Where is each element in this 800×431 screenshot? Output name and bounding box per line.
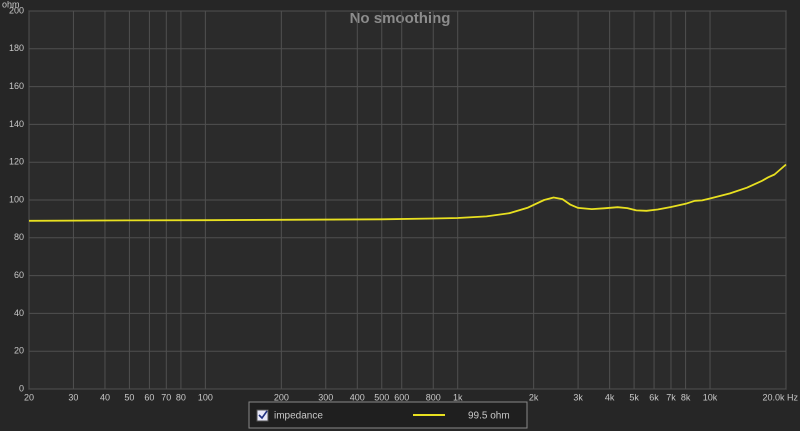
x-tick-label: 400 xyxy=(350,392,365,402)
x-tick-label: 20.0k Hz xyxy=(762,392,798,402)
x-tick-label: 80 xyxy=(176,392,186,402)
x-tick-label: 2k xyxy=(529,392,539,402)
x-tick-label: 50 xyxy=(124,392,134,402)
legend-label[interactable]: impedance xyxy=(274,411,323,422)
x-tick-label: 6k xyxy=(649,392,659,402)
y-axis-label: ohm xyxy=(2,0,20,9)
y-tick-label: 40 xyxy=(14,308,24,318)
x-tick-label: 300 xyxy=(318,392,333,402)
x-tick-label: 4k xyxy=(605,392,615,402)
x-tick-label: 8k xyxy=(681,392,691,402)
x-tick-label: 800 xyxy=(426,392,441,402)
x-tick-label: 600 xyxy=(394,392,409,402)
legend-readout: 99.5 ohm xyxy=(468,411,510,422)
chart-title: No smoothing xyxy=(350,10,451,27)
y-tick-label: 120 xyxy=(9,157,24,167)
y-tick-label: 0 xyxy=(19,383,24,393)
legend-checkbox[interactable] xyxy=(256,409,269,422)
data-line xyxy=(28,163,787,222)
x-tick-label: 20 xyxy=(24,392,34,402)
x-tick-label: 3k xyxy=(573,392,583,402)
x-tick-label: 200 xyxy=(274,392,289,402)
x-tick-label: 5k xyxy=(629,392,639,402)
legend xyxy=(248,401,528,429)
x-tick-label: 40 xyxy=(100,392,110,402)
x-tick-label: 10k xyxy=(703,392,718,402)
y-tick-label: 20 xyxy=(14,346,24,356)
x-tick-label: 30 xyxy=(68,392,78,402)
y-tick-label: 180 xyxy=(9,43,24,53)
x-tick-label: 1k xyxy=(453,392,463,402)
x-tick-label: 100 xyxy=(198,392,213,402)
x-tick-label: 70 xyxy=(161,392,171,402)
y-tick-label: 100 xyxy=(9,194,24,204)
y-tick-label: 160 xyxy=(9,81,24,91)
checkmark xyxy=(258,410,268,420)
y-tick-label: 60 xyxy=(14,270,24,280)
x-tick-label: 500 xyxy=(374,392,389,402)
x-tick-label: 60 xyxy=(144,392,154,402)
y-tick-label: 200 xyxy=(9,5,24,15)
y-tick-label: 80 xyxy=(14,232,24,242)
y-tick-label: 140 xyxy=(9,119,24,129)
x-tick-label: 7k xyxy=(666,392,676,402)
